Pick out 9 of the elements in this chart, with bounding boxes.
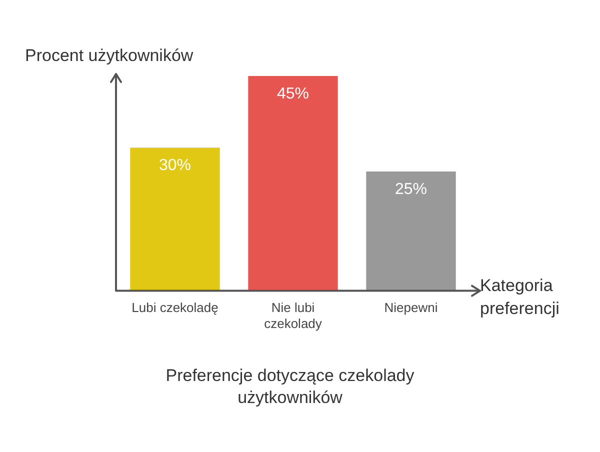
data-label: 45% [276,85,310,102]
y-axis-title: Procent użytkowników [25,46,194,66]
data-label: 30% [158,157,192,174]
x-tick-label: Niepewni [384,300,438,316]
text: Preferencje dotyczące czekolady użytkowników [164,365,416,409]
data-label: 25% [394,180,428,198]
x-axis-title: Kategoria preferencji [480,275,560,320]
x-tick-label: Nie lubi czekolady [264,300,322,331]
x-tick-label: Lubi czekoladę [132,300,218,316]
